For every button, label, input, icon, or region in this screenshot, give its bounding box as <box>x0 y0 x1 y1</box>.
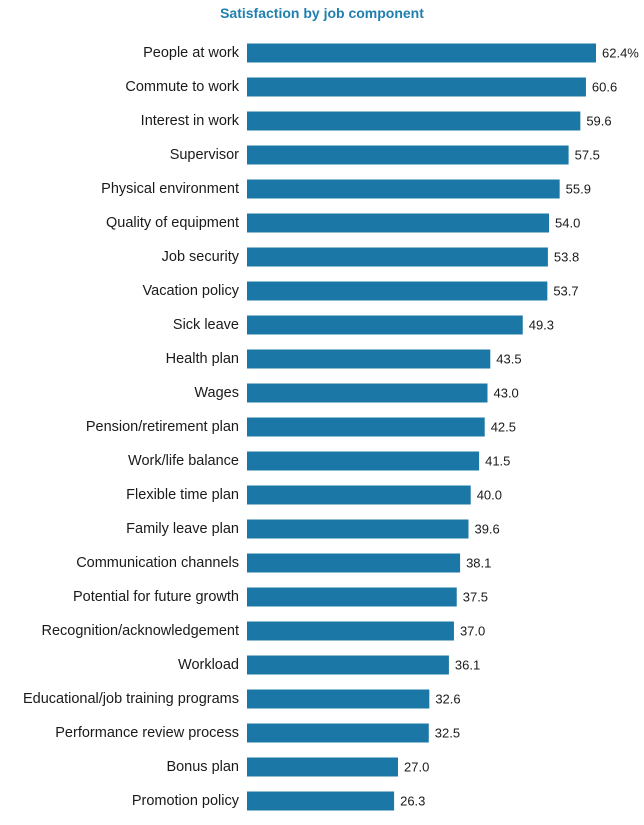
value-label: 37.5 <box>463 590 488 605</box>
bar <box>247 247 548 267</box>
value-label: 57.5 <box>575 148 600 163</box>
value-label: 41.5 <box>485 454 510 469</box>
category-label: Educational/job training programs <box>23 691 239 707</box>
value-label: 42.5 <box>491 420 516 435</box>
value-label: 26.3 <box>400 794 425 809</box>
value-label: 49.3 <box>529 318 554 333</box>
bar <box>247 723 429 743</box>
bar <box>247 451 480 471</box>
value-label: 36.1 <box>455 658 480 673</box>
category-label: Wages <box>194 385 239 401</box>
category-label: Workload <box>178 657 239 673</box>
bar <box>247 485 471 505</box>
bar <box>247 111 581 131</box>
category-label: Potential for future growth <box>73 589 239 605</box>
value-label: 27.0 <box>404 760 429 775</box>
value-label: 43.5 <box>496 352 521 367</box>
category-label: Sick leave <box>173 317 239 333</box>
bar <box>247 315 523 335</box>
value-label: 62.4% <box>602 46 639 61</box>
category-label: People at work <box>143 45 240 61</box>
value-label: 55.9 <box>566 182 591 197</box>
bar <box>247 145 569 165</box>
value-label: 43.0 <box>493 386 518 401</box>
category-label: Job security <box>162 249 240 265</box>
category-label: Promotion policy <box>132 793 240 809</box>
bar <box>247 383 488 403</box>
category-label: Bonus plan <box>166 759 239 775</box>
category-label: Physical environment <box>101 181 239 197</box>
category-label: Performance review process <box>55 725 239 741</box>
value-label: 53.7 <box>553 284 578 299</box>
category-label: Work/life balance <box>128 453 239 469</box>
bar <box>247 349 491 369</box>
bar <box>247 77 586 97</box>
value-label: 39.6 <box>474 522 499 537</box>
category-label: Quality of equipment <box>106 215 239 231</box>
value-label: 53.8 <box>554 250 579 265</box>
bar <box>247 417 485 437</box>
bar <box>247 213 550 233</box>
value-label: 38.1 <box>466 556 491 571</box>
value-label: 32.5 <box>435 726 460 741</box>
category-label: Vacation policy <box>143 283 240 299</box>
value-label: 59.6 <box>586 114 611 129</box>
category-label: Supervisor <box>170 147 239 163</box>
chart-title: Satisfaction by job component <box>220 5 424 21</box>
bar <box>247 281 548 301</box>
bar <box>247 655 449 675</box>
bar <box>247 689 430 709</box>
bar <box>247 553 461 573</box>
category-label: Health plan <box>166 351 239 367</box>
value-label: 40.0 <box>477 488 502 503</box>
category-label: Recognition/acknowledgement <box>42 623 240 639</box>
value-label: 37.0 <box>460 624 485 639</box>
category-label: Family leave plan <box>126 521 239 537</box>
category-label: Flexible time plan <box>126 487 239 503</box>
category-label: Commute to work <box>125 79 239 95</box>
category-label: Communication channels <box>76 555 239 571</box>
bar <box>247 757 399 777</box>
category-label: Interest in work <box>141 113 240 129</box>
bar <box>247 519 469 539</box>
value-label: 32.6 <box>435 692 460 707</box>
bar <box>247 621 454 641</box>
bar <box>247 587 457 607</box>
bar <box>247 179 560 199</box>
bar <box>247 791 395 811</box>
bar <box>247 43 596 63</box>
value-label: 60.6 <box>592 80 617 95</box>
value-label: 54.0 <box>555 216 580 231</box>
category-label: Pension/retirement plan <box>86 419 239 435</box>
